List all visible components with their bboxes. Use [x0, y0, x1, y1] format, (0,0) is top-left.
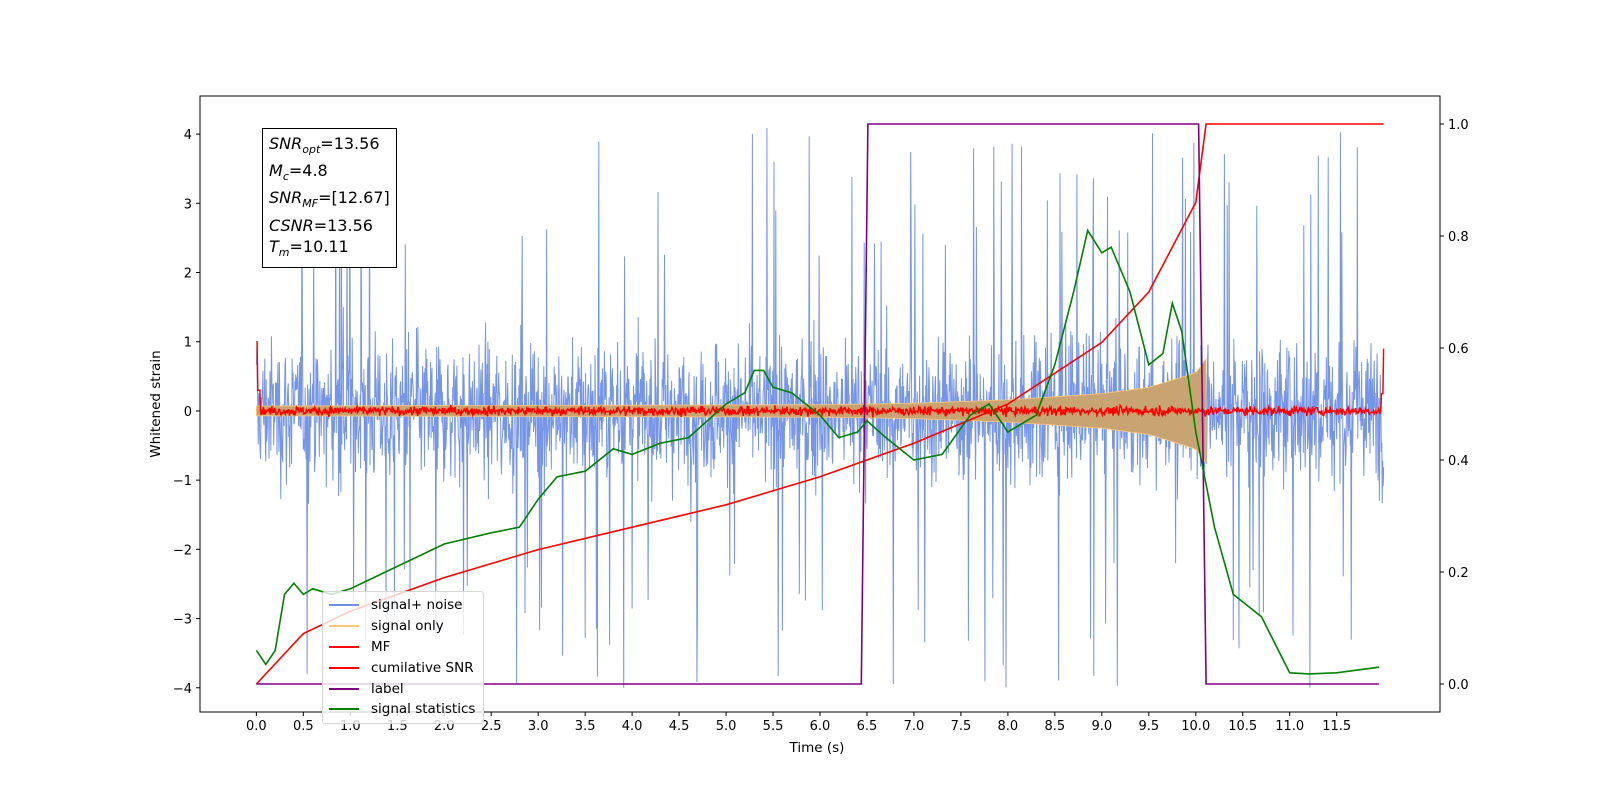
snr-mf-line: SNRMF=[12.67]	[269, 188, 390, 211]
y-left-tick-label: 4	[184, 128, 192, 143]
tm-line: Tm=10.11	[269, 236, 349, 259]
legend-item: signal only	[329, 616, 475, 637]
y-left-tick-label: 0	[184, 405, 192, 420]
x-tick-label: 3.0	[528, 719, 549, 734]
y-right-tick-label: 0.0	[1448, 678, 1469, 693]
x-tick-label: 9.5	[1138, 719, 1159, 734]
legend-label: cumilative SNR	[371, 659, 474, 676]
x-tick-label: 9.0	[1091, 719, 1112, 734]
y-left-tick-label: 1	[184, 336, 192, 351]
y-axis-right: 0.0 0.2 0.4 0.6 0.8 1.0	[1440, 118, 1469, 693]
x-tick-label: 5.5	[763, 719, 784, 734]
snr-mf-value: [12.67]	[331, 188, 390, 208]
legend-swatch	[329, 625, 359, 628]
x-tick-label: 7.5	[951, 719, 972, 734]
y-right-tick-label: 0.6	[1448, 342, 1469, 357]
y-axis-label: Whitened strain	[148, 350, 164, 457]
y-right-tick-label: 0.8	[1448, 230, 1469, 245]
plot-area	[255, 123, 1385, 688]
y-left-tick-label: −4	[173, 682, 192, 697]
legend-label: signal+ noise	[371, 597, 463, 614]
x-tick-label: 3.5	[575, 719, 596, 734]
x-tick-label: 8.0	[998, 719, 1019, 734]
legend: signal+ noise signal only MF cumilative SNR…	[322, 591, 485, 724]
snr-opt-value: 13.56	[333, 134, 380, 153]
legend-item: cumilative SNR	[329, 657, 475, 678]
y-left-tick-label: −3	[173, 613, 192, 628]
x-axis-label: Time (s)	[789, 740, 845, 756]
legend-swatch	[329, 645, 359, 648]
legend-label: MF	[371, 638, 391, 655]
legend-item: signal statistics	[329, 699, 475, 720]
legend-swatch	[329, 687, 359, 690]
y-left-tick-label: −1	[173, 474, 192, 489]
x-tick-label: 7.0	[904, 719, 925, 734]
snr-opt-line: SNRopt=13.56	[269, 134, 380, 157]
x-tick-label: 5.0	[716, 719, 737, 734]
y-left-tick-label: 3	[184, 197, 192, 212]
x-tick-label: 8.5	[1045, 719, 1066, 734]
mc-line: Mc=4.8	[269, 161, 328, 184]
y-left-tick-label: 2	[184, 266, 192, 281]
y-left-tick-label: −2	[173, 543, 192, 558]
x-tick-label: 11.5	[1322, 719, 1351, 734]
tm-value: 10.11	[302, 236, 349, 256]
legend-swatch	[329, 604, 359, 607]
series-signal-statistics-line	[255, 228, 1380, 675]
x-tick-label: 10.5	[1228, 719, 1257, 734]
legend-label: signal statistics	[371, 701, 476, 718]
y-right-tick-label: 1.0	[1448, 118, 1469, 133]
legend-item: signal+ noise	[329, 595, 475, 616]
y-right-tick-label: 0.4	[1448, 454, 1469, 469]
x-tick-label: 4.0	[622, 719, 643, 734]
legend-label: label	[371, 680, 404, 697]
series-label-line	[256, 123, 1379, 685]
x-tick-label: 10.0	[1181, 719, 1210, 734]
x-tick-label: 6.0	[810, 719, 831, 734]
x-tick-label: 0.0	[246, 719, 267, 734]
csnr-line: CSNR=13.56	[269, 215, 373, 235]
y-axis-left: −4 −3 −2 −1 0 1 2 3 4	[173, 128, 200, 697]
x-tick-label: 6.5	[857, 719, 878, 734]
y-right-tick-label: 0.2	[1448, 566, 1469, 581]
x-tick-label: 0.5	[293, 719, 314, 734]
legend-item: label	[329, 678, 475, 699]
x-tick-label: 4.5	[669, 719, 690, 734]
annotation-box: SNRopt=13.56 Mc=4.8 SNRMF=[12.67] CSNR=1…	[262, 128, 397, 268]
legend-item: MF	[329, 637, 475, 658]
legend-swatch	[329, 708, 359, 711]
legend-swatch	[329, 666, 359, 669]
x-tick-label: 11.0	[1275, 719, 1304, 734]
mc-value: 4.8	[302, 161, 328, 181]
csnr-value: 13.56	[327, 215, 373, 235]
legend-label: signal only	[371, 618, 444, 635]
series-mf-line	[256, 340, 1385, 419]
x-tick-label: 2.5	[481, 719, 502, 734]
